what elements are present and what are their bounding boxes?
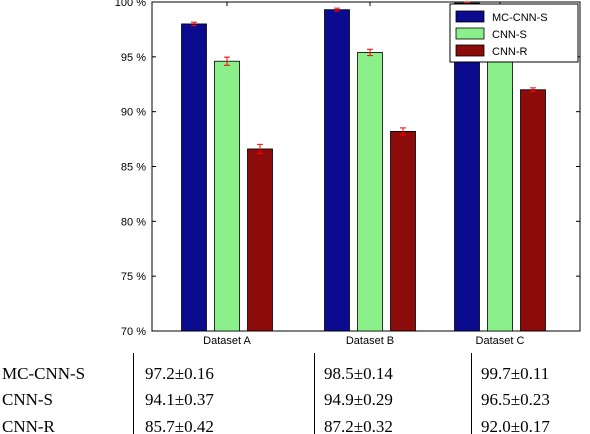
bar xyxy=(181,23,207,332)
bar-chart: 70 % 75 % 80 % 85 % 90 % 95 % 100 % Dataset A Da… xyxy=(115,0,581,347)
table-cell: 96.5±0.23 xyxy=(481,390,550,409)
bar xyxy=(324,9,350,332)
bar xyxy=(247,148,273,332)
table-cell: 94.1±0.37 xyxy=(145,390,214,409)
table-cell: 94.9±0.29 xyxy=(324,390,393,409)
row-label-cnn-s: CNN-S xyxy=(2,390,54,409)
table-divider xyxy=(471,353,472,434)
bar xyxy=(357,52,383,332)
y-tick-label: 90 % xyxy=(121,107,146,119)
table-cell: 99.7±0.11 xyxy=(481,364,550,383)
y-tick-label: 80 % xyxy=(121,216,146,228)
row-label-mc-cnn-s: MC-CNN-S xyxy=(2,364,86,383)
results-table: MC-CNN-S 97.2±0.16 98.5±0.14 99.7±0.11 C… xyxy=(0,353,590,434)
y-tick-label: 95 % xyxy=(121,52,146,64)
table-cell: 98.5±0.14 xyxy=(324,364,393,383)
legend-swatch xyxy=(455,27,485,40)
y-tick-label: 100 % xyxy=(115,0,146,9)
legend-label: CNN-R xyxy=(492,46,527,58)
table-divider xyxy=(133,353,134,434)
table-divider xyxy=(314,353,315,434)
legend-label: MC-CNN-S xyxy=(492,12,548,24)
x-tick-label: Dataset C xyxy=(476,335,525,347)
legend-label: CNN-S xyxy=(492,29,527,41)
y-tick-label: 70 % xyxy=(121,326,146,338)
legend-swatch xyxy=(455,10,485,23)
legend-swatch xyxy=(455,44,485,57)
x-tick-label: Dataset A xyxy=(203,335,251,347)
table-cell: 97.2±0.16 xyxy=(145,364,214,383)
y-tick-label: 85 % xyxy=(121,162,146,174)
table-cell: 87.2±0.32 xyxy=(324,417,393,434)
bar xyxy=(520,89,546,332)
bar xyxy=(214,60,240,332)
table-cell: 85.7±0.42 xyxy=(145,417,214,434)
row-label-cnn-r: CNN-R xyxy=(2,417,55,434)
bar xyxy=(390,131,416,332)
table-cell: 92.0±0.17 xyxy=(481,417,550,434)
y-tick-label: 75 % xyxy=(121,271,146,283)
x-tick-label: Dataset B xyxy=(346,335,394,347)
bar xyxy=(487,39,513,332)
